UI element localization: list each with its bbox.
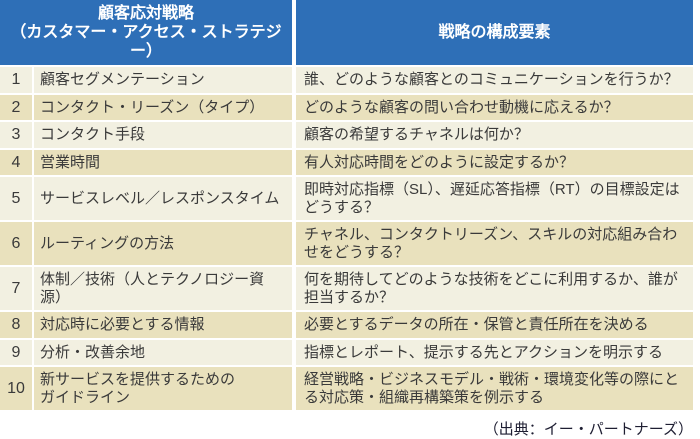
row-number: 9 xyxy=(0,339,34,367)
table-row: 3 コンタクト手段 顧客の希望するチャネルは何か？ xyxy=(0,122,694,150)
row-label: コンタクト・リーズン（タイプ） xyxy=(34,94,297,122)
table-row: 10 新サービスを提供するための ガイドライン 経営戦略・ビジネスモデル・戦術・… xyxy=(0,367,694,412)
row-detail: どのような顧客の問い合わせ動機に応えるか？ xyxy=(296,94,694,122)
table-row: 6 ルーティングの方法 チャネル、コンタクトリーズン、スキルの対応組み合わせをど… xyxy=(0,222,694,267)
table-row: 4 営業時間 有人対応時間をどのように設定するか？ xyxy=(0,149,694,177)
header-row: 顧客応対戦略 （カスタマー・アクセス・ストラテジー） 戦略の構成要素 xyxy=(0,0,694,67)
table-row: 5 サービスレベル／レスポンスタイム 即時対応指標（SL）、遅延応答指標（RT）… xyxy=(0,177,694,222)
row-label: 新サービスを提供するための ガイドライン xyxy=(34,367,297,412)
row-detail: 何を期待してどのような技術をどこに利用するか、誰が担当するか？ xyxy=(296,267,694,312)
column-header-components: 戦略の構成要素 xyxy=(296,0,694,67)
row-label: コンタクト手段 xyxy=(34,122,297,150)
customer-access-strategy-table: 顧客応対戦略 （カスタマー・アクセス・ストラテジー） 戦略の構成要素 1 顧客セ… xyxy=(0,0,694,412)
source-credit: （出典：イー・パートナーズ） xyxy=(483,421,693,438)
table-row: 8 対応時に必要とする情報 必要とするデータの所在・保管と責任所在を決める xyxy=(0,312,694,340)
row-label: ルーティングの方法 xyxy=(34,222,297,267)
table-body: 1 顧客セグメンテーション 誰、どのような顧客とのコミュニケーションを行うか？ … xyxy=(0,67,694,412)
row-number: 10 xyxy=(0,367,34,412)
row-detail: 即時対応指標（SL）、遅延応答指標（RT）の目標設定はどうする？ xyxy=(296,177,694,222)
column-header-strategy: 顧客応対戦略 （カスタマー・アクセス・ストラテジー） xyxy=(0,0,297,67)
column-header-components-label: 戦略の構成要素 xyxy=(438,24,551,41)
row-label: 分析・改善余地 xyxy=(34,339,297,367)
row-number: 1 xyxy=(0,67,34,95)
row-label: 対応時に必要とする情報 xyxy=(34,312,297,340)
row-detail: 誰、どのような顧客とのコミュニケーションを行うか？ xyxy=(296,67,694,95)
row-detail: 有人対応時間をどのように設定するか？ xyxy=(296,149,694,177)
row-detail: チャネル、コンタクトリーズン、スキルの対応組み合わせをどうする？ xyxy=(296,222,694,267)
row-number: 6 xyxy=(0,222,34,267)
row-detail: 指標とレポート、提示する先とアクションを明示する xyxy=(296,339,694,367)
table-header: 顧客応対戦略 （カスタマー・アクセス・ストラテジー） 戦略の構成要素 xyxy=(0,0,694,67)
table-row: 9 分析・改善余地 指標とレポート、提示する先とアクションを明示する xyxy=(0,339,694,367)
row-number: 4 xyxy=(0,149,34,177)
row-label: 顧客セグメンテーション xyxy=(34,67,297,95)
row-number: 7 xyxy=(0,267,34,312)
row-label: 営業時間 xyxy=(34,149,297,177)
column-header-strategy-label: 顧客応対戦略 （カスタマー・アクセス・ストラテジー） xyxy=(10,5,282,60)
row-number: 5 xyxy=(0,177,34,222)
row-number: 2 xyxy=(0,94,34,122)
row-label: サービスレベル／レスポンスタイム xyxy=(34,177,297,222)
row-detail: 顧客の希望するチャネルは何か？ xyxy=(296,122,694,150)
table-row: 7 体制／技術（人とテクノロジー資源） 何を期待してどのような技術をどこに利用す… xyxy=(0,267,694,312)
table-row: 2 コンタクト・リーズン（タイプ） どのような顧客の問い合わせ動機に応えるか？ xyxy=(0,94,694,122)
row-label: 体制／技術（人とテクノロジー資源） xyxy=(34,267,297,312)
row-number: 8 xyxy=(0,312,34,340)
table-row: 1 顧客セグメンテーション 誰、どのような顧客とのコミュニケーションを行うか？ xyxy=(0,67,694,95)
row-detail: 必要とするデータの所在・保管と責任所在を決める xyxy=(296,312,694,340)
row-detail: 経営戦略・ビジネスモデル・戦術・環境変化等の際にとる対応策・組織再構築策を例示す… xyxy=(296,367,694,412)
row-number: 3 xyxy=(0,122,34,150)
